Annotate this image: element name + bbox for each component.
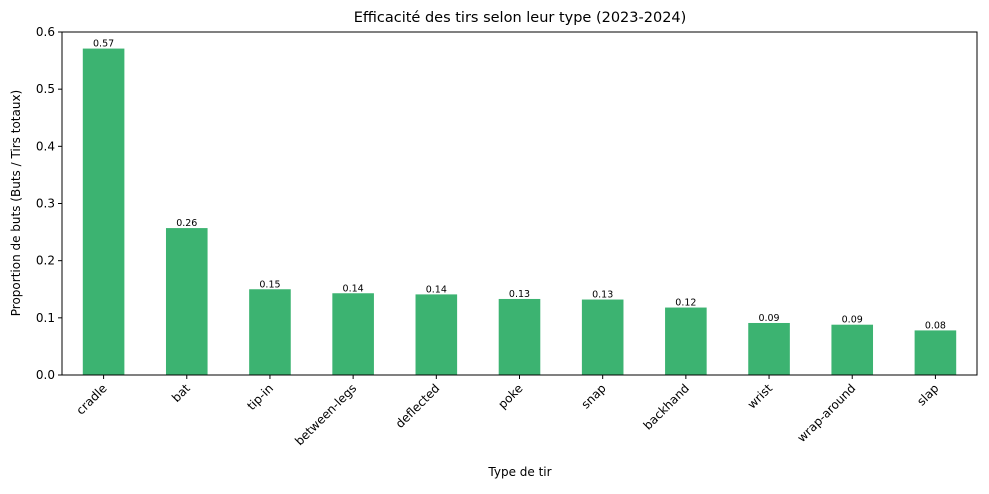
y-axis-ticks: 0.0 0.1 0.2 0.3 0.4 0.5 0.6 bbox=[36, 25, 62, 382]
data-label-tip-in: 0.15 bbox=[259, 279, 280, 290]
data-label-poke: 0.13 bbox=[509, 289, 530, 300]
bar-wrist bbox=[748, 322, 790, 375]
bar-deflected bbox=[415, 294, 458, 375]
x-tick-label-between-legs: between-legs bbox=[292, 381, 359, 448]
bar-snap bbox=[581, 299, 624, 375]
data-label-cradle: 0.57 bbox=[93, 39, 114, 50]
data-label-backhand: 0.12 bbox=[675, 298, 696, 309]
data-label-deflected: 0.14 bbox=[426, 284, 447, 295]
data-label-wrap-around: 0.09 bbox=[842, 315, 863, 326]
bar-tip-in bbox=[249, 289, 291, 375]
x-axis-label: Type de tir bbox=[487, 465, 551, 479]
data-label-between-legs: 0.14 bbox=[343, 283, 364, 294]
y-tick-label: 0.5 bbox=[36, 82, 55, 96]
y-tick-label: 0.6 bbox=[36, 25, 55, 39]
bar-backhand bbox=[665, 307, 707, 375]
y-tick-label: 0.2 bbox=[36, 254, 55, 268]
x-tick-label-tip-in: tip-in bbox=[244, 381, 276, 413]
x-tick-label-slap: slap bbox=[914, 381, 941, 408]
x-tick-label-deflected: deflected bbox=[393, 381, 443, 431]
data-label-slap: 0.08 bbox=[925, 320, 946, 331]
x-tick-label-bat: bat bbox=[169, 381, 193, 405]
bars: 0.57 0.26 0.15 0.14 0.14 0.13 0.13 0.12 0.09 0.09… bbox=[82, 39, 957, 375]
chart-title: Efficacité des tirs selon leur type (202… bbox=[354, 10, 687, 26]
bar-cradle bbox=[82, 48, 125, 375]
bar-bat bbox=[165, 228, 208, 375]
data-label-wrist: 0.09 bbox=[758, 313, 779, 324]
bar-slap bbox=[914, 330, 957, 375]
data-label-snap: 0.13 bbox=[592, 290, 613, 301]
plot-frame bbox=[61, 31, 978, 376]
x-tick-label-wrap-around: wrap-around bbox=[795, 381, 859, 445]
bar-poke bbox=[498, 298, 541, 375]
bar-between-legs bbox=[332, 293, 374, 375]
y-tick-label: 0.3 bbox=[36, 197, 55, 211]
x-tick-label-cradle: cradle bbox=[73, 381, 109, 417]
y-tick-label: 0.4 bbox=[36, 139, 55, 153]
y-tick-label: 0.1 bbox=[36, 311, 55, 325]
x-tick-label-wrist: wrist bbox=[745, 381, 776, 412]
bar-wrap-around bbox=[831, 324, 874, 375]
data-label-bat: 0.26 bbox=[176, 218, 197, 229]
x-tick-label-snap: snap bbox=[579, 381, 609, 411]
y-tick-label: 0.0 bbox=[36, 368, 55, 382]
x-tick-label-backhand: backhand bbox=[641, 381, 692, 432]
y-axis-label: Proportion de buts (Buts / Tirs totaux) bbox=[9, 90, 23, 316]
x-axis-ticks: cradle bat tip-in between-legs deflected poke… bbox=[73, 375, 942, 448]
x-tick-label-poke: poke bbox=[495, 381, 525, 411]
